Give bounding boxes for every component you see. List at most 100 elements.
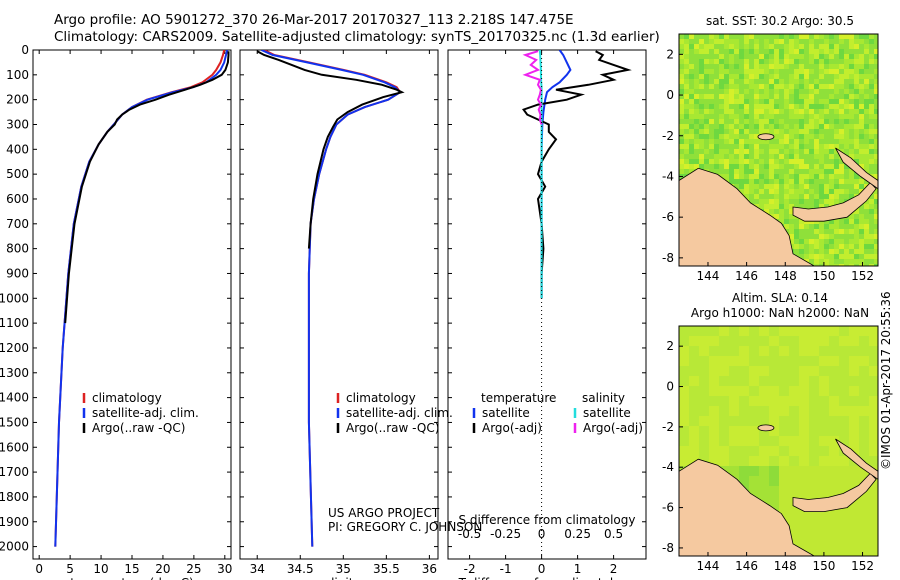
map-cell: [859, 64, 864, 69]
map-cell: [749, 174, 754, 179]
map-cell: [789, 194, 794, 199]
map-cell: [799, 346, 809, 356]
map-cell: [839, 486, 849, 496]
map-cell: [859, 376, 869, 386]
map-cell: [849, 94, 854, 99]
map-cell: [854, 99, 859, 104]
map-cell: [804, 184, 809, 189]
map-cell: [789, 486, 799, 496]
map-cell: [839, 94, 844, 99]
map-cell: [734, 119, 739, 124]
map-cell: [854, 44, 859, 49]
map-cell: [779, 184, 784, 189]
map-cell: [874, 214, 878, 219]
map-cell: [849, 506, 859, 516]
map-cell: [794, 99, 799, 104]
map-cell: [764, 124, 769, 129]
map-cell: [734, 54, 739, 59]
map-cell: [859, 149, 864, 154]
map-cell: [849, 356, 859, 366]
map-cell: [699, 436, 709, 446]
map-cell: [829, 406, 839, 416]
map-cell: [804, 79, 809, 84]
map-cell: [849, 366, 859, 376]
map-cell: [724, 134, 729, 139]
sst-map-ytick-label: -8: [662, 251, 674, 265]
map-cell: [854, 234, 859, 239]
map-cell: [874, 139, 878, 144]
map-cell: [869, 366, 878, 376]
map-cell: [834, 159, 839, 164]
map-cell: [819, 134, 824, 139]
map-cell: [864, 219, 869, 224]
map-cell: [864, 239, 869, 244]
map-cell: [799, 119, 804, 124]
map-cell: [689, 436, 699, 446]
map-cell: [874, 199, 878, 204]
map-cell: [754, 69, 759, 74]
map-cell: [819, 144, 824, 149]
map-cell: [779, 64, 784, 69]
map-cell: [774, 144, 779, 149]
map-cell: [754, 139, 759, 144]
map-cell: [739, 174, 744, 179]
map-cell: [734, 49, 739, 54]
map-cell: [824, 94, 829, 99]
map-cell: [679, 159, 684, 164]
map-cell: [684, 39, 689, 44]
map-cell: [849, 244, 854, 249]
map-cell: [744, 139, 749, 144]
map-cell: [859, 214, 864, 219]
map-cell: [834, 244, 839, 249]
map-cell: [714, 39, 719, 44]
map-cell: [784, 84, 789, 89]
map-cell: [854, 104, 859, 109]
map-cell: [819, 114, 824, 119]
map-cell: [824, 109, 829, 114]
map-cell: [704, 109, 709, 114]
map-cell: [769, 149, 774, 154]
map-cell: [864, 224, 869, 229]
map-cell: [849, 54, 854, 59]
sla-map-ytick-label: -2: [662, 420, 674, 434]
map-cell: [729, 119, 734, 124]
map-cell: [859, 154, 864, 159]
map-cell: [699, 49, 704, 54]
map-cell: [829, 436, 839, 446]
map-cell: [794, 134, 799, 139]
map-cell: [844, 184, 849, 189]
map-cell: [869, 34, 874, 39]
map-cell: [784, 164, 789, 169]
map-cell: [814, 174, 819, 179]
map-cell: [854, 124, 859, 129]
map-cell: [874, 189, 878, 194]
map-cell: [704, 129, 709, 134]
map-cell: [809, 64, 814, 69]
map-cell: [789, 224, 794, 229]
map-cell: [854, 64, 859, 69]
map-cell: [714, 129, 719, 134]
map-cell: [844, 44, 849, 49]
map-cell: [834, 104, 839, 109]
map-cell: [789, 219, 794, 224]
map-cell: [709, 436, 719, 446]
map-cell: [729, 174, 734, 179]
map-cell: [719, 94, 724, 99]
map-cell: [869, 506, 878, 516]
map-cell: [769, 99, 774, 104]
map-cell: [759, 74, 764, 79]
map-cell: [714, 169, 719, 174]
map-cell: [749, 119, 754, 124]
map-cell: [809, 34, 814, 39]
map-cell: [709, 456, 719, 466]
depth-tick-label: 300: [6, 117, 29, 131]
map-cell: [839, 436, 849, 446]
map-cell: [859, 326, 869, 336]
map-cell: [779, 416, 789, 426]
map-cell: [759, 194, 764, 199]
map-cell: [869, 426, 878, 436]
map-cell: [764, 204, 769, 209]
map-cell: [794, 244, 799, 249]
map-cell: [819, 396, 829, 406]
map-cell: [874, 209, 878, 214]
